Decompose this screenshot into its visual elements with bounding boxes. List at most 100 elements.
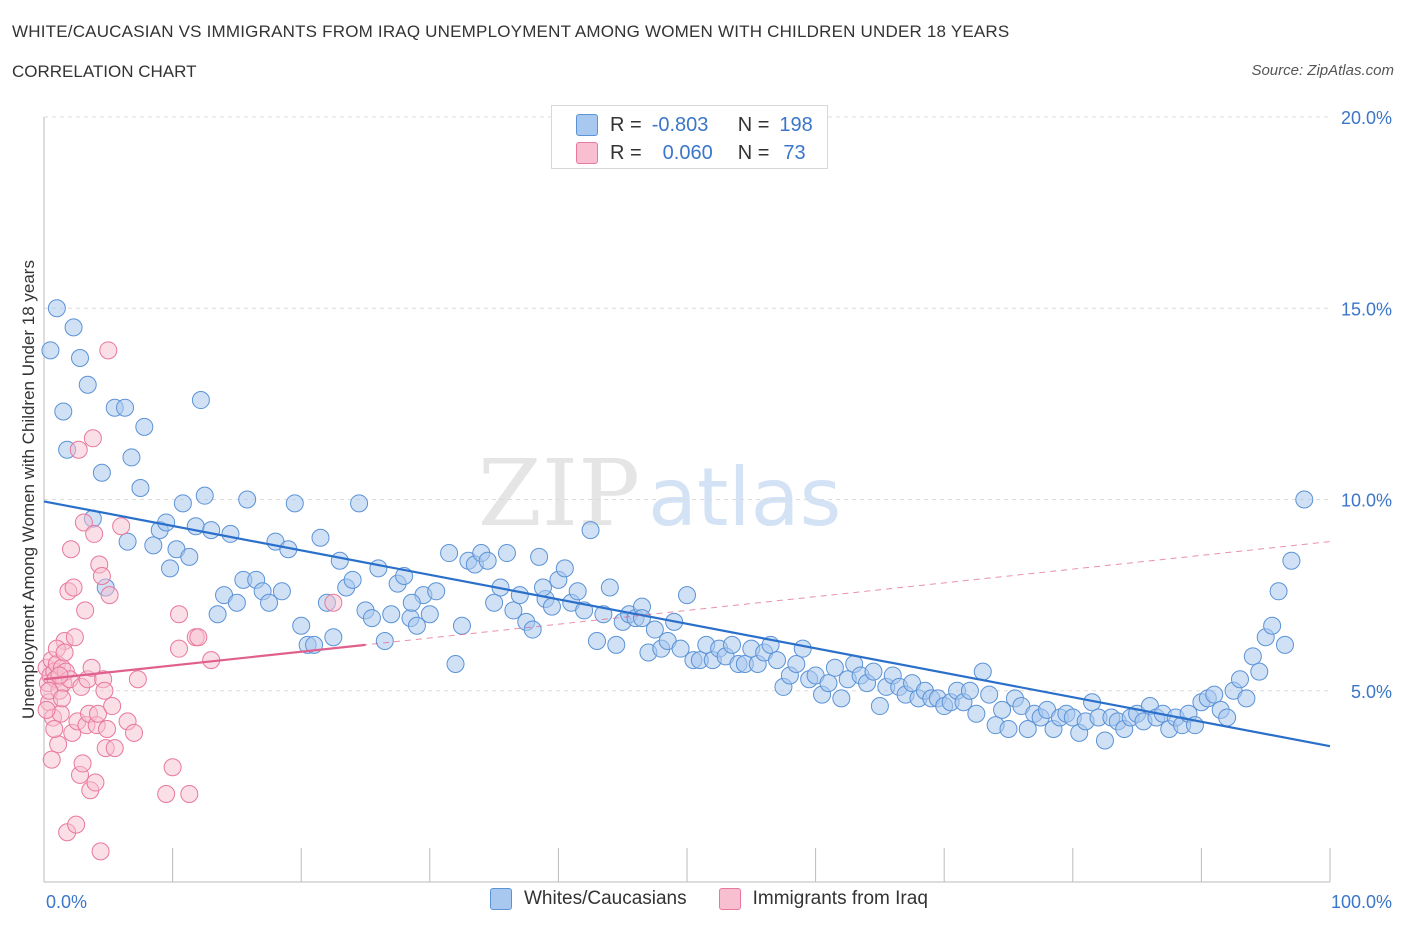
data-point-whites xyxy=(92,463,111,482)
data-point-whites xyxy=(555,559,574,578)
data-point-iraq xyxy=(103,697,122,716)
data-point-whites xyxy=(825,658,844,677)
series-label-iraq: Immigrants from Iraq xyxy=(752,888,928,909)
data-point-iraq xyxy=(86,773,105,792)
legend-r-label: R = xyxy=(610,113,642,136)
data-point-iraq xyxy=(76,601,95,620)
data-point-whites xyxy=(54,402,73,421)
chart-subtitle: CORRELATION CHART xyxy=(12,62,197,81)
data-point-whites xyxy=(343,570,362,589)
data-point-iraq xyxy=(98,720,117,738)
data-point-whites xyxy=(311,528,330,547)
legend-row-whites: R = -0.803 N = 198 xyxy=(576,112,813,138)
data-point-whites xyxy=(238,490,257,509)
data-point-iraq xyxy=(49,735,68,754)
data-point-whites xyxy=(1237,689,1256,708)
data-point-whites xyxy=(993,700,1012,719)
source-label: Source: ZipAtlas.com xyxy=(1251,62,1394,79)
legend-swatch-pink xyxy=(576,142,598,164)
data-point-whites xyxy=(118,532,137,551)
data-point-iraq xyxy=(180,785,199,804)
legend-n-value: 73 xyxy=(783,141,806,164)
data-point-whites xyxy=(407,616,426,635)
data-point-iraq xyxy=(69,440,88,459)
correlation-legend: R = -0.803 N = 198 R = 0.060 N = 73 xyxy=(551,105,828,169)
data-point-iraq xyxy=(64,578,83,597)
data-point-whites xyxy=(180,547,199,566)
data-point-whites xyxy=(375,632,394,651)
data-point-whites xyxy=(510,586,529,605)
data-point-iraq xyxy=(55,643,74,662)
data-point-whites xyxy=(71,348,90,367)
data-point-whites xyxy=(1230,670,1249,689)
data-point-whites xyxy=(999,720,1018,738)
data-point-whites xyxy=(587,632,606,651)
trend-line-iraq xyxy=(43,643,366,681)
chart-title: WHITE/CAUCASIAN VS IMMIGRANTS FROM IRAQ … xyxy=(12,22,1010,41)
y-tick-label: 20.0% xyxy=(1341,108,1392,128)
data-point-whites xyxy=(292,616,311,635)
data-point-iraq xyxy=(128,670,147,689)
data-point-whites xyxy=(967,704,986,723)
data-point-iraq xyxy=(112,517,131,536)
data-point-whites xyxy=(330,551,349,570)
data-point-whites xyxy=(1205,685,1224,704)
data-point-whites xyxy=(1018,720,1037,738)
data-point-whites xyxy=(195,486,214,505)
y-axis-label: Unemployment Among Women with Children U… xyxy=(19,260,38,719)
data-point-whites xyxy=(530,547,549,566)
data-point-whites xyxy=(227,593,246,612)
data-point-whites xyxy=(47,299,66,318)
data-point-whites xyxy=(78,375,97,394)
data-point-iraq xyxy=(73,754,92,773)
data-point-whites xyxy=(1282,551,1301,570)
data-point-whites xyxy=(575,601,594,620)
legend-n-label: N = xyxy=(737,113,770,136)
data-point-whites xyxy=(678,586,696,605)
y-tick-label: 10.0% xyxy=(1341,491,1392,511)
data-point-whites xyxy=(960,681,979,700)
data-point-whites xyxy=(973,662,992,681)
data-point-whites xyxy=(1095,731,1114,750)
series-legend-iraq: Immigrants from Iraq xyxy=(718,888,928,910)
data-point-whites xyxy=(671,639,690,658)
data-point-whites xyxy=(542,597,561,616)
data-point-whites xyxy=(1269,582,1288,601)
data-point-whites xyxy=(832,689,851,708)
data-point-whites xyxy=(427,582,446,601)
legend-r-value: 0.060 xyxy=(662,141,713,164)
data-point-iraq xyxy=(324,593,343,612)
data-point-whites xyxy=(768,651,787,670)
x-tick-label: 0.0% xyxy=(46,892,87,912)
data-point-whites xyxy=(504,601,523,620)
data-point-whites xyxy=(173,494,192,513)
data-point-whites xyxy=(497,544,516,563)
data-point-whites xyxy=(452,616,471,635)
data-point-iraq xyxy=(95,681,114,700)
data-point-iraq xyxy=(89,704,108,723)
watermark-atlas: atlas xyxy=(648,451,841,544)
data-point-whites xyxy=(787,654,806,673)
data-point-iraq xyxy=(92,567,111,585)
data-point-iraq xyxy=(100,586,119,605)
data-point-whites xyxy=(324,628,343,647)
data-point-whites xyxy=(131,479,150,498)
data-point-whites xyxy=(581,521,600,540)
data-point-whites xyxy=(793,639,812,658)
data-point-whites xyxy=(362,609,381,628)
data-point-whites xyxy=(191,391,210,410)
data-point-iraq xyxy=(45,720,64,738)
data-point-whites xyxy=(221,524,240,543)
series-swatch-pink xyxy=(718,888,741,910)
data-point-whites xyxy=(272,582,291,601)
data-point-whites xyxy=(122,448,141,467)
series-label-whites: Whites/Caucasians xyxy=(524,888,687,909)
data-point-iraq xyxy=(67,815,86,834)
data-point-iraq xyxy=(62,540,81,559)
data-point-whites xyxy=(402,593,421,612)
data-point-whites xyxy=(1275,635,1294,654)
data-point-whites xyxy=(41,341,60,360)
data-point-iraq xyxy=(37,700,56,719)
data-point-iraq xyxy=(85,524,104,543)
legend-r-label: R = xyxy=(610,141,642,164)
